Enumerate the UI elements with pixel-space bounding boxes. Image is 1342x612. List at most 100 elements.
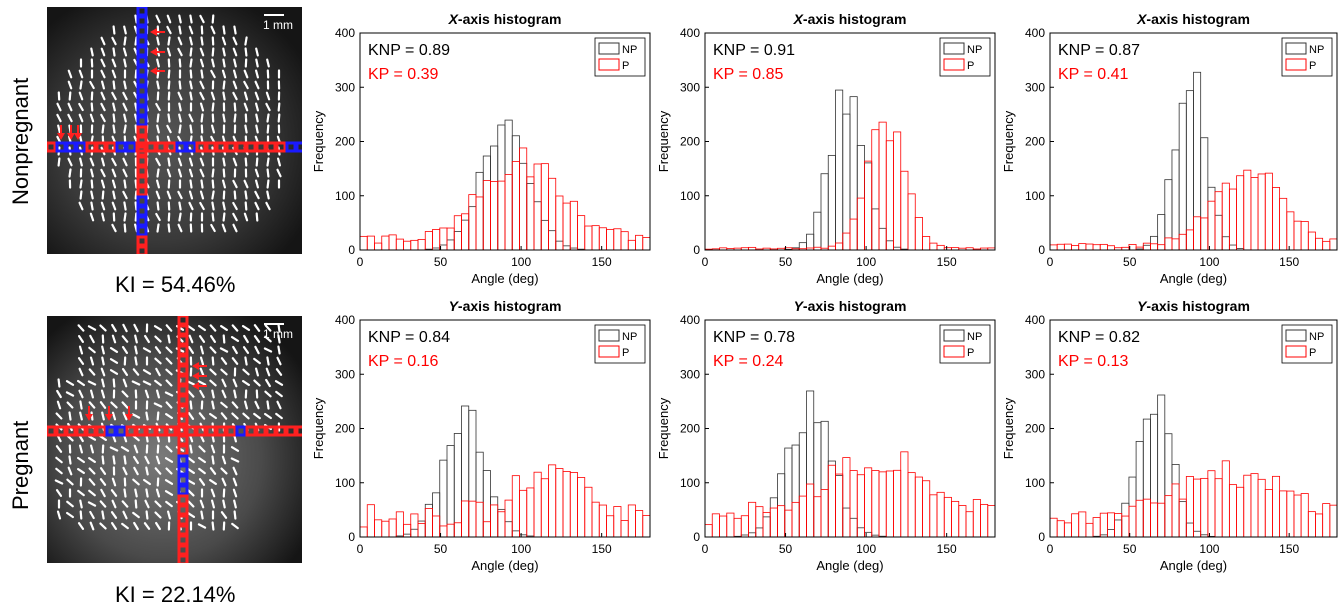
bar-np [461, 219, 470, 251]
legend-swatch-np [598, 42, 620, 55]
bar-p [388, 518, 397, 538]
bar-np [791, 444, 800, 538]
chart-title: X-axis histogram [1136, 11, 1250, 27]
knp-annotation: KNP = 0.78 [713, 329, 795, 346]
bar-p [1264, 172, 1273, 251]
bar-p [987, 505, 996, 538]
x-tick-label: 50 [779, 542, 793, 556]
bar-p [366, 504, 375, 538]
kp-annotation: KP = 0.16 [368, 353, 439, 370]
bar-p [584, 486, 593, 538]
bar-p [395, 511, 404, 538]
bar-np [1171, 464, 1180, 538]
bar-p [1164, 237, 1173, 251]
bar-np [856, 527, 865, 538]
histogram-bars [1049, 394, 1338, 538]
bar-np [439, 459, 448, 538]
fiber-orientation-dashes [54, 323, 284, 531]
y-tick-label: 0 [693, 530, 700, 544]
bar-p [1157, 502, 1166, 538]
bar-p [914, 476, 923, 538]
bar-p [769, 507, 778, 538]
x-tick-label: 100 [1199, 542, 1219, 556]
bar-p [1128, 505, 1137, 538]
bar-np [475, 171, 484, 251]
bar-np [432, 492, 441, 538]
bar-p [490, 181, 499, 251]
bar-np [1135, 440, 1144, 538]
bar-p [893, 131, 902, 251]
chart-title: Y-axis histogram [449, 298, 562, 314]
histogram-bars [704, 390, 996, 538]
bar-p [635, 234, 644, 251]
bar-p [584, 225, 593, 251]
bar-np [482, 155, 491, 251]
bar-p [1071, 245, 1080, 251]
tissue-background [47, 7, 302, 254]
bar-np [1178, 501, 1187, 538]
legend-swatch-np [1285, 42, 1307, 55]
legend-swatch-p [598, 58, 620, 71]
bar-np [1107, 529, 1115, 538]
bar-p [482, 180, 491, 251]
bar-p [1107, 245, 1115, 251]
bar-p [620, 231, 629, 251]
bar-np [1164, 179, 1173, 251]
annotation-arrows [85, 362, 207, 421]
bar-p [798, 495, 807, 538]
bar-p [936, 491, 945, 538]
bar-p [1099, 512, 1108, 538]
bar-np [468, 409, 477, 538]
y-tick-label: 0 [1038, 530, 1045, 544]
x-axis-label: Angle (deg) [1160, 558, 1227, 573]
bar-p [951, 500, 960, 538]
y-tick-label: 400 [1025, 26, 1045, 40]
bar-p [1178, 498, 1187, 538]
x-axis-label: Angle (deg) [1160, 271, 1227, 286]
bar-p [606, 228, 615, 251]
bar-p [1315, 513, 1324, 538]
legend: NP P [594, 37, 646, 77]
bar-p [526, 487, 535, 538]
bar-np [827, 460, 836, 538]
bar-p [1228, 484, 1237, 538]
bar-p [555, 468, 564, 538]
bar-p [1293, 220, 1302, 251]
kp-annotation: KP = 0.24 [713, 353, 784, 370]
x-tick-label: 150 [937, 542, 957, 556]
x-tick-label: 150 [1279, 542, 1299, 556]
bar-np [798, 432, 807, 538]
bar-np [864, 162, 873, 251]
bar-p [849, 470, 858, 538]
microscopy-image-pregnant: 1 mm [47, 316, 302, 563]
bar-p [893, 469, 902, 538]
row-label-nonpregnant: Nonpregnant [8, 77, 33, 205]
bar-p [598, 227, 607, 251]
bar-p [1315, 237, 1324, 251]
histogram-x-1: X-axis histogram 0 100 200 300 400 0 50 100 150 An… [305, 5, 655, 300]
bar-p [1171, 483, 1180, 538]
histogram-bars [359, 405, 651, 538]
bar-p [526, 176, 535, 251]
legend-label-p: P [1309, 347, 1316, 359]
bar-p [842, 457, 851, 538]
bar-np [885, 240, 894, 251]
bar-p [791, 501, 800, 538]
bar-np [1178, 102, 1187, 251]
bar-p [627, 239, 636, 251]
bar-p [1193, 216, 1202, 251]
legend-swatch-p [598, 345, 620, 358]
histogram-bars [704, 89, 996, 251]
bar-p [719, 515, 728, 538]
y-tick-label: 200 [1025, 422, 1045, 436]
bar-np [806, 390, 815, 538]
bar-p [1164, 495, 1173, 538]
bar-p [965, 511, 974, 538]
y-tick-label: 400 [335, 313, 355, 327]
bar-np [410, 528, 419, 538]
bar-p [907, 472, 916, 538]
x-axis-label: Angle (deg) [816, 558, 883, 573]
bar-p [784, 509, 793, 538]
bar-np [461, 405, 470, 538]
bar-p [755, 506, 764, 538]
